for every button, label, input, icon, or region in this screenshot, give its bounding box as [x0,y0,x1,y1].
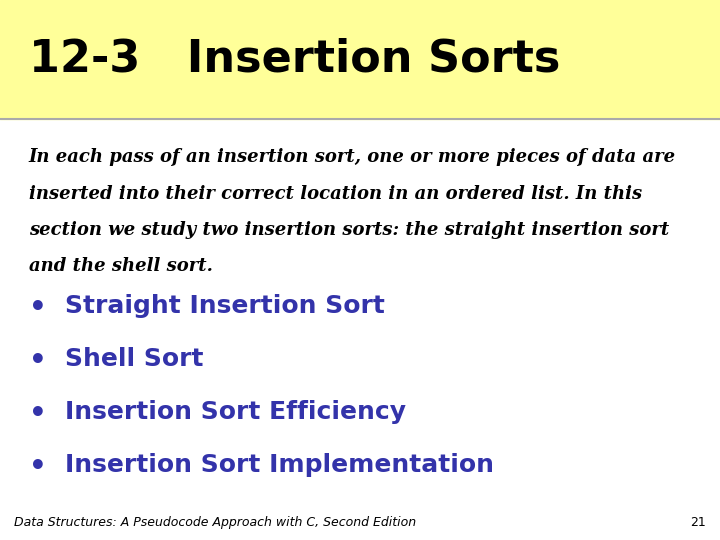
Text: Insertion Sort Efficiency: Insertion Sort Efficiency [65,400,406,424]
Text: •: • [29,294,47,322]
Text: •: • [29,400,47,428]
Text: 12-3   Insertion Sorts: 12-3 Insertion Sorts [29,38,560,81]
Text: 21: 21 [690,516,706,529]
Text: Shell Sort: Shell Sort [65,347,203,371]
Text: inserted into their correct location in an ordered list. In this: inserted into their correct location in … [29,185,642,202]
Bar [0,0,720,119]
Text: •: • [29,347,47,375]
Text: Insertion Sort Implementation: Insertion Sort Implementation [65,453,494,477]
Text: Straight Insertion Sort: Straight Insertion Sort [65,294,384,318]
Text: In each pass of an insertion sort, one or more pieces of data are: In each pass of an insertion sort, one o… [29,148,676,166]
Text: section we study two insertion sorts: the straight insertion sort: section we study two insertion sorts: th… [29,221,669,239]
Text: and the shell sort.: and the shell sort. [29,257,212,275]
Text: Data Structures: A Pseudocode Approach with C, Second Edition: Data Structures: A Pseudocode Approach w… [14,516,417,529]
Text: •: • [29,453,47,481]
